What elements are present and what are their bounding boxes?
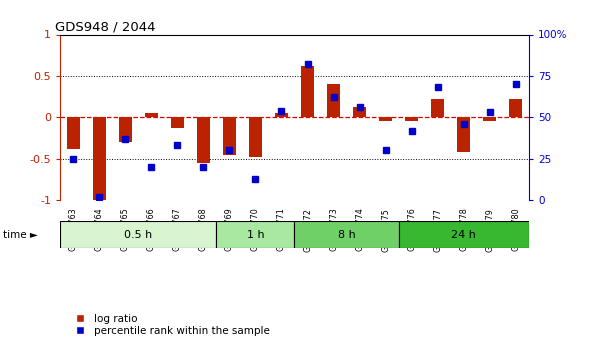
Text: 8 h: 8 h: [338, 230, 355, 239]
Bar: [275, 113, 288, 117]
Bar: [223, 117, 236, 155]
Text: 0.5 h: 0.5 h: [124, 230, 153, 239]
Bar: [398, 221, 529, 248]
Bar: [457, 117, 470, 152]
Bar: [93, 117, 106, 200]
Bar: [353, 107, 366, 117]
Bar: [118, 117, 132, 142]
Bar: [171, 117, 184, 128]
Bar: [301, 66, 314, 117]
Text: 24 h: 24 h: [451, 230, 476, 239]
Bar: [483, 117, 496, 121]
Bar: [67, 117, 79, 149]
Bar: [327, 84, 340, 117]
Bar: [249, 117, 262, 157]
Bar: [145, 113, 157, 117]
Bar: [216, 221, 294, 248]
Bar: [197, 117, 210, 163]
Text: 1 h: 1 h: [246, 230, 264, 239]
Text: GDS948 / 2044: GDS948 / 2044: [55, 20, 156, 33]
Legend: log ratio, percentile rank within the sample: log ratio, percentile rank within the sa…: [66, 309, 275, 340]
Bar: [509, 99, 522, 117]
Text: time ►: time ►: [3, 230, 38, 239]
Bar: [379, 117, 392, 121]
Bar: [60, 221, 216, 248]
Bar: [405, 117, 418, 121]
Bar: [432, 99, 444, 117]
Bar: [294, 221, 398, 248]
